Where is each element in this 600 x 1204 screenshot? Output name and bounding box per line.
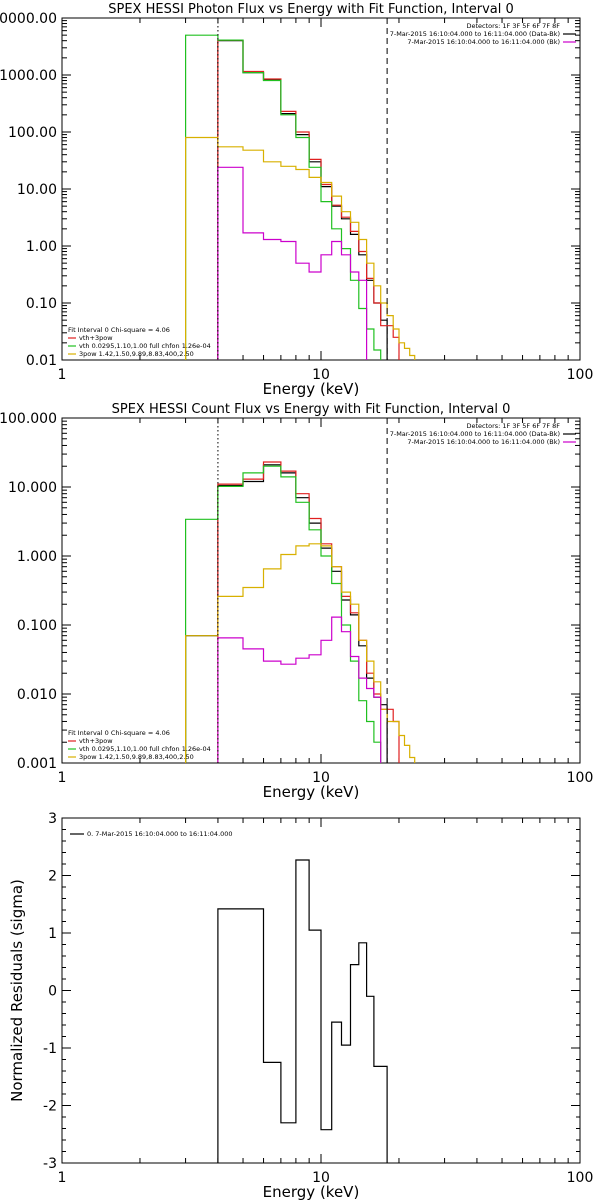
x-tick-label: 100 <box>567 770 594 786</box>
series-4-line <box>185 136 416 360</box>
legend-entry: 3pow 1.42,1.50,9.89,8.83,400,2.50 <box>79 753 194 761</box>
legend-entry: 7-Mar-2015 16:10:04.000 to 16:11:04.000 … <box>390 430 560 438</box>
y-tick-label: 0.10 <box>26 296 57 312</box>
legend-entry: vth+3pow <box>79 737 113 745</box>
series-4-line <box>185 543 416 763</box>
x-axis-label: Energy (keV) <box>263 1183 360 1200</box>
x-tick-label: 100 <box>567 1170 594 1186</box>
x-tick-label: 10 <box>312 770 330 786</box>
series-3-line <box>185 465 382 763</box>
chart-title: SPEX HESSI Photon Flux vs Energy with Fi… <box>108 2 514 17</box>
y-tick-label: 100.00 <box>8 125 57 141</box>
legend-entry: 7-Mar-2015 16:10:04.000 to 16:11:04.000 … <box>390 30 560 38</box>
x-axis-label: Energy (keV) <box>263 380 360 398</box>
y-tick-label: 1 <box>48 926 57 942</box>
series-1-line <box>185 464 388 763</box>
x-axis-label: Energy (keV) <box>263 783 360 801</box>
y-tick-label: 100.000 <box>0 411 57 427</box>
x-tick-label: 10 <box>312 1170 330 1186</box>
x-tick-label: 1 <box>58 367 67 383</box>
series-3-line <box>185 34 382 360</box>
y-tick-label: 1.00 <box>26 239 57 255</box>
y-tick-label: 0.01 <box>26 353 57 369</box>
y-tick-label: -2 <box>43 1099 57 1115</box>
legend-entry: Detectors: 1F 3F 5F 6F 7F 8F <box>466 422 560 430</box>
y-tick-label: 1000.00 <box>0 68 57 84</box>
y-tick-label: 1.000 <box>17 549 57 565</box>
x-tick-label: 10 <box>312 367 330 383</box>
series-5-line <box>217 616 382 763</box>
series-5-line <box>217 166 368 360</box>
series-1-line <box>217 859 388 1163</box>
y-tick-label: 2 <box>48 869 57 885</box>
chart-panel-3: 1 10 100 -3 -2 -1 0 1 2 3 Energy (keV) Normalized R… <box>8 811 594 1201</box>
series-2-line <box>217 461 400 763</box>
legend-entry: 7-Mar-2015 16:10:04.000 to 16:11:04.000 … <box>407 438 560 446</box>
y-tick-label: 10000.00 <box>0 11 57 27</box>
y-tick-label: -1 <box>43 1041 57 1057</box>
x-tick-label: 100 <box>567 367 594 383</box>
y-tick-label: -3 <box>43 1156 57 1172</box>
legend-entry: Fit Interval 0 Chi-square = 4.06 <box>68 326 170 334</box>
x-tick-label: 1 <box>58 1170 67 1186</box>
y-tick-label: 0.001 <box>17 756 57 772</box>
y-tick-label: 0.100 <box>17 618 57 634</box>
legend-entry: 0. 7-Mar-2015 16:10:04.000 to 16:11:04.0… <box>87 830 233 838</box>
y-axis-label: Normalized Residuals (sigma) <box>8 879 26 1102</box>
y-tick-label: 3 <box>48 811 57 827</box>
legend-entry: vth 0.0295,1.10,1.00 full chfon 1.26e-04 <box>79 342 211 350</box>
legend-entry: Detectors: 1F 3F 5F 6F 7F 8F <box>466 22 560 30</box>
y-tick-label: 10.00 <box>17 182 57 198</box>
legend-entry: 3pow 1.42,1.50,9.89,8.83,400,2.50 <box>79 350 194 358</box>
y-tick-label: 0 <box>48 984 57 1000</box>
chart-panel-2: 1 10 100 0.001 0.010 0.100 1.000 10.000 100.000 S… <box>0 402 593 801</box>
legend-entry: vth 0.0295,1.10,1.00 full chfon 1.26e-04 <box>79 745 211 753</box>
series-2-line <box>217 39 400 360</box>
legend-entry: vth+3pow <box>79 334 113 342</box>
x-tick-label: 1 <box>58 770 67 786</box>
legend-entry: 7-Mar-2015 16:10:04.000 to 16:11:04.000 … <box>407 38 560 46</box>
y-tick-label: 0.010 <box>17 687 57 703</box>
chart-panel-1: 1 10 100 0.01 0.10 1.00 10.00 100.00 1000.00 1000… <box>0 2 593 398</box>
legend-entry: Fit Interval 0 Chi-square = 4.06 <box>68 729 170 737</box>
plot-frame <box>61 417 581 764</box>
chart-title: SPEX HESSI Count Flux vs Energy with Fit… <box>112 402 511 417</box>
y-tick-label: 10.000 <box>8 480 57 496</box>
